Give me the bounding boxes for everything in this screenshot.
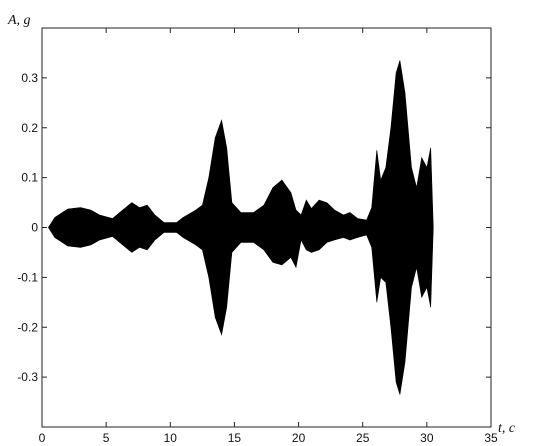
x-axis-label: t, c: [498, 421, 516, 436]
y-tick-label: -0.3: [17, 370, 38, 384]
y-axis-label: A, g: [7, 13, 31, 28]
x-tick-label: 5: [103, 431, 110, 445]
y-ticks: -0.3 -0.2 -0.1 0 0.1 0.2 0.3: [17, 71, 491, 384]
x-tick-label: 20: [292, 431, 306, 445]
y-tick-label: 0.1: [21, 171, 38, 185]
y-tick-label: 0.3: [21, 71, 38, 85]
y-tick-label: 0: [31, 221, 38, 235]
x-tick-label: 30: [420, 431, 434, 445]
y-tick-label: 0.2: [21, 121, 38, 135]
x-tick-label: 15: [228, 431, 242, 445]
x-ticks: 0 5 10 15 20 25 30 35: [39, 28, 498, 445]
y-tick-label: -0.1: [17, 270, 38, 284]
signal-envelope: [48, 60, 434, 395]
x-tick-label: 25: [356, 431, 370, 445]
y-tick-label: -0.2: [17, 320, 38, 334]
x-tick-label: 10: [164, 431, 178, 445]
x-tick-label: 35: [484, 431, 498, 445]
x-tick-label: 0: [39, 431, 46, 445]
